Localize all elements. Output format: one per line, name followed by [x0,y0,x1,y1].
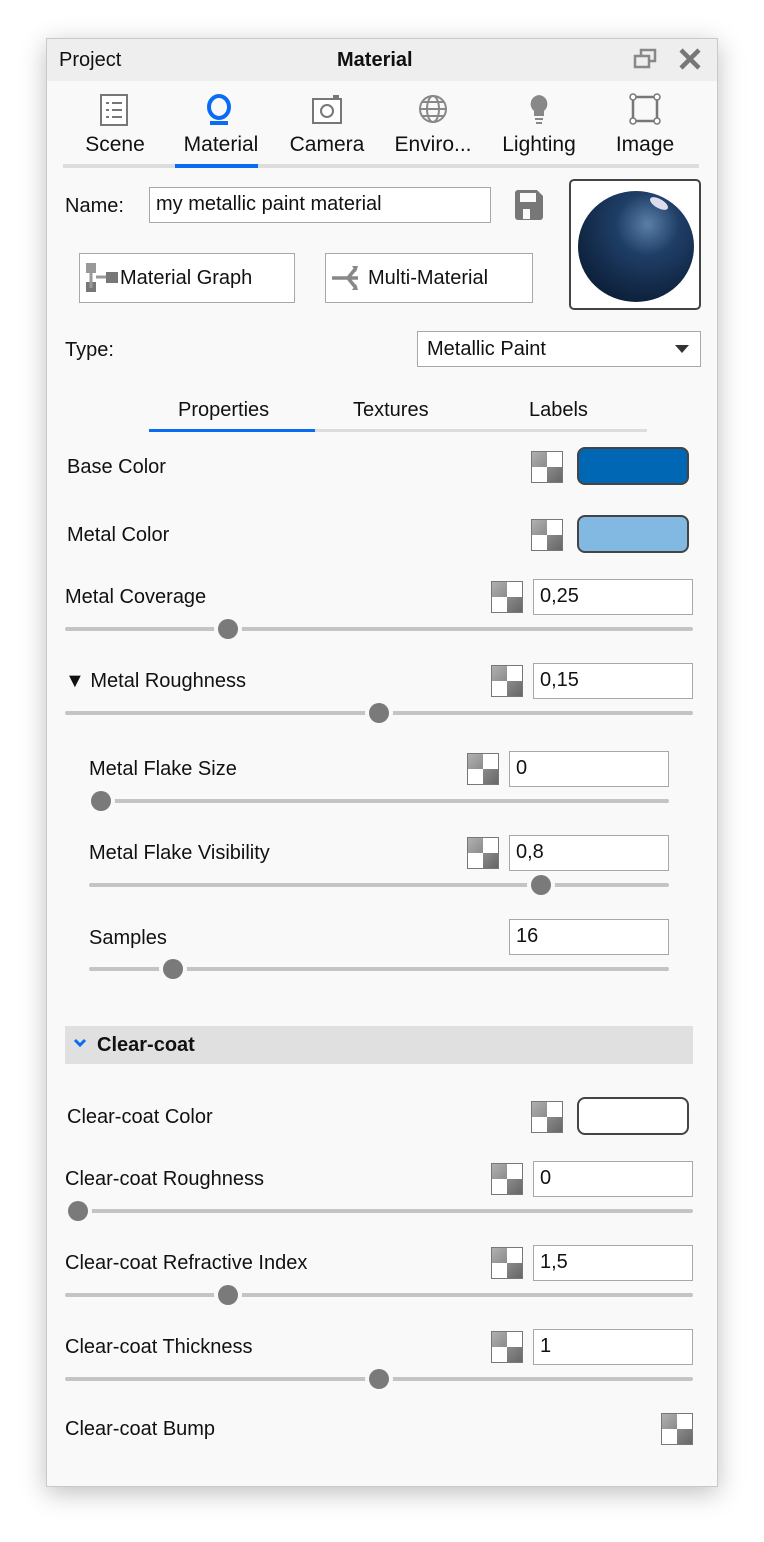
material-preview[interactable] [569,179,701,310]
clear-coat-thickness-label: Clear-coat Thickness [65,1336,253,1358]
samples-label: Samples [89,927,167,949]
texture-icon[interactable] [467,753,499,785]
metal-roughness-label[interactable]: ▼ Metal Roughness [65,670,246,692]
tab-bar-divider [63,164,699,168]
clear-coat-ior-label: Clear-coat Refractive Index [65,1252,308,1274]
button-label: Material Graph [120,267,253,289]
tab-label: Material [183,133,259,156]
slider-thumb[interactable] [163,959,184,979]
flake-visibility-input[interactable]: 0,8 [509,835,669,871]
active-subtab-indicator [149,429,315,432]
camera-icon [312,95,342,124]
graph-nodes-icon [86,263,118,292]
chevron-down-icon [73,1038,87,1048]
clear-coat-color-swatch[interactable] [577,1097,689,1135]
slider-thumb[interactable] [369,703,389,723]
tab-label: Scene [85,133,145,156]
clear-coat-color-label: Clear-coat Color [67,1106,213,1128]
dropdown-value: Metallic Paint [427,338,546,360]
texture-icon[interactable] [531,519,563,551]
texture-icon[interactable] [491,1331,523,1363]
slider-thumb[interactable] [218,1285,239,1305]
button-label: Multi-Material [368,267,489,289]
section-title: Clear-coat [97,1034,195,1056]
samples-input[interactable]: 16 [509,919,669,955]
save-icon[interactable] [513,189,545,221]
subtab-labels[interactable]: Labels [529,399,588,421]
clear-coat-ior-slider[interactable] [65,1285,693,1305]
texture-icon[interactable] [491,581,523,613]
metal-coverage-slider[interactable] [65,619,693,639]
samples-slider[interactable] [89,959,669,979]
material-panel: Project Material Scene Material Camera E… [46,38,718,1487]
project-tab[interactable]: Project [59,49,122,71]
clear-coat-section-header[interactable]: Clear-coat [65,1026,693,1064]
texture-icon[interactable] [491,665,523,697]
globe-icon [419,95,447,123]
metal-roughness-input[interactable]: 0,15 [533,663,693,699]
texture-icon[interactable] [491,1247,523,1279]
base-color-swatch[interactable] [577,447,689,485]
flake-visibility-slider[interactable] [89,875,669,895]
tab-label: Image [615,133,675,156]
clear-coat-thickness-slider[interactable] [65,1369,693,1389]
metal-color-label: Metal Color [67,524,170,546]
panel-title: Material [337,49,413,71]
tab-image[interactable]: Image [592,91,698,167]
flake-size-label: Metal Flake Size [89,758,237,780]
base-color-label: Base Color [67,456,166,478]
subtab-properties[interactable]: Properties [178,399,270,421]
clear-coat-bump-label: Clear-coat Bump [65,1418,216,1440]
type-label: Type: [65,339,114,361]
flake-size-input[interactable]: 0 [509,751,669,787]
lightbulb-icon [530,95,548,124]
clear-coat-thickness-input[interactable]: 1 [533,1329,693,1365]
close-icon[interactable] [678,47,702,71]
material-ring-icon [207,94,231,125]
texture-icon[interactable] [531,1101,563,1133]
material-name-input[interactable]: my metallic paint material [149,187,491,223]
list-icon [100,94,128,126]
title-bar: Project Material [47,39,717,81]
metal-roughness-slider[interactable] [65,703,693,723]
flake-visibility-label: Metal Flake Visibility [89,842,270,864]
chevron-down-icon [675,345,689,353]
tab-label: Lighting [502,133,576,156]
clear-coat-roughness-slider[interactable] [65,1201,693,1221]
tab-label: Camera [289,133,365,156]
tab-lighting[interactable]: Lighting [486,91,592,167]
name-label: Name: [65,195,124,217]
slider-thumb[interactable] [369,1369,389,1389]
subtab-textures[interactable]: Textures [353,399,429,421]
flake-size-slider[interactable] [89,791,669,811]
slider-thumb[interactable] [90,791,111,811]
type-dropdown[interactable]: Metallic Paint [417,331,701,367]
texture-icon[interactable] [661,1413,693,1445]
slider-thumb[interactable] [67,1201,88,1221]
clear-coat-roughness-label: Clear-coat Roughness [65,1168,264,1190]
material-graph-button[interactable]: Material Graph [79,253,295,303]
subtab-divider [149,429,647,432]
texture-icon[interactable] [467,837,499,869]
multi-material-button[interactable]: Multi-Material [325,253,533,303]
crop-frame-icon [629,93,661,125]
tab-material[interactable]: Material [168,91,274,167]
texture-icon[interactable] [531,451,563,483]
tab-camera[interactable]: Camera [274,91,380,167]
texture-icon[interactable] [491,1163,523,1195]
tab-label: Enviro... [394,133,472,156]
clear-coat-roughness-input[interactable]: 0 [533,1161,693,1197]
restore-window-icon[interactable] [633,48,657,70]
active-tab-indicator [175,164,258,168]
preview-sphere [578,191,694,302]
slider-thumb[interactable] [531,875,552,895]
tab-environment[interactable]: Enviro... [380,91,486,167]
metal-coverage-input[interactable]: 0,25 [533,579,693,615]
tab-scene[interactable]: Scene [62,91,168,167]
clear-coat-ior-input[interactable]: 1,5 [533,1245,693,1281]
split-arrows-icon [332,266,358,290]
slider-thumb[interactable] [218,619,239,639]
metal-coverage-label: Metal Coverage [65,586,207,608]
metal-color-swatch[interactable] [577,515,689,553]
